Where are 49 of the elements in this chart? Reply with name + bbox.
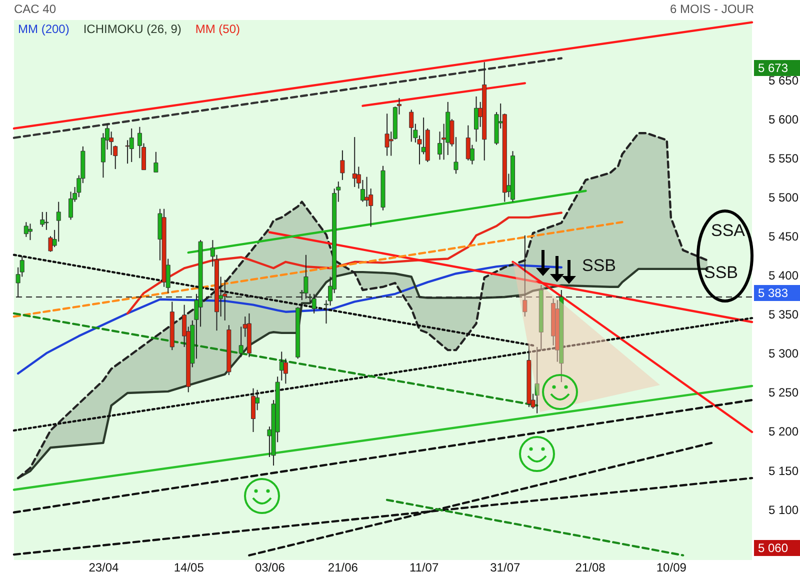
- text: MM (50): [195, 22, 240, 36]
- text: 5 673: [754, 60, 800, 76]
- candlestick: [340, 150, 345, 180]
- candlestick: [24, 222, 28, 238]
- candlestick: [154, 151, 158, 173]
- candlestick: [44, 211, 49, 230]
- y-tick-label: 5 400: [768, 268, 799, 283]
- candlestick: [250, 388, 256, 433]
- y-tick-label: 5 250: [768, 386, 799, 400]
- y-tick-label: 5 100: [768, 502, 799, 517]
- y-tick-label: 5 650: [768, 74, 799, 88]
- x-tick-label: 23/04: [88, 560, 120, 574]
- y-tick-label: 5 500: [768, 190, 799, 205]
- x-tick-label: 21/08: [575, 560, 606, 574]
- candlestick: [474, 96, 479, 142]
- candlestick: [409, 109, 414, 142]
- candlestick: [28, 223, 32, 241]
- line-series: [16, 264, 563, 375]
- x-tick-label: 10/09: [656, 560, 687, 574]
- chart-title: CAC 40: [14, 2, 56, 16]
- y-tick-label: 5 450: [768, 230, 799, 244]
- candlestick: [129, 128, 134, 163]
- x-tick-label: 31/07: [490, 560, 520, 574]
- x-tick-label: 11/07: [409, 560, 439, 574]
- x-tick-label: 14/05: [174, 560, 204, 574]
- text: MM (200): [18, 22, 70, 36]
- text: 5 383: [754, 285, 800, 301]
- text: 5 060: [754, 540, 800, 556]
- candlestick: [56, 201, 61, 242]
- annotation: SSA: [711, 221, 746, 240]
- line-series: [126, 212, 563, 315]
- y-tick-label: 5 300: [768, 346, 799, 361]
- y-tick-label: 5 550: [768, 152, 799, 166]
- candlestick: [68, 191, 74, 220]
- candlestick: [466, 124, 470, 161]
- x-tick-label: 21/06: [328, 560, 358, 574]
- annotation: SSB: [582, 256, 616, 275]
- text: ICHIMOKU (26, 9): [83, 22, 182, 36]
- candlestick: [384, 113, 390, 156]
- chart-subtitle: 6 MOIS - JOUR: [670, 2, 754, 16]
- x-tick-label: 03/06: [254, 560, 286, 574]
- annotation: SSB: [704, 263, 738, 282]
- candlestick: [534, 346, 540, 414]
- candlestick: [40, 211, 45, 228]
- y-tick-label: 5 600: [768, 112, 799, 127]
- y-tick-label: 5 200: [768, 424, 799, 439]
- y-tick-label: 5 350: [768, 308, 799, 322]
- y-tick-label: 5 150: [768, 464, 799, 478]
- candlestick: [238, 326, 244, 358]
